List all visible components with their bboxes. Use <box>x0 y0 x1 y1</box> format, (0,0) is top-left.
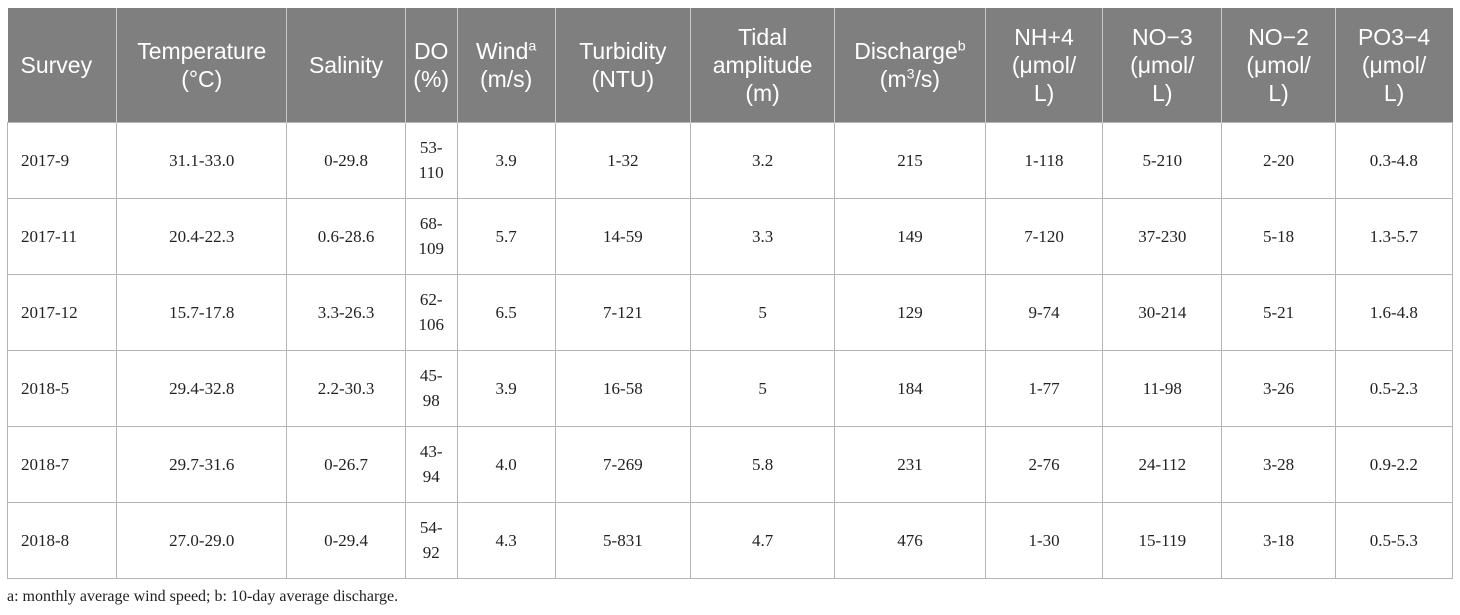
cell-discharge: 476 <box>833 501 986 579</box>
cell-survey: 2017-9 <box>6 121 118 199</box>
cell-survey: 2017-11 <box>6 197 118 275</box>
cell-po4: 0.9-2.2 <box>1334 425 1454 503</box>
cell-wind: 6.5 <box>456 273 556 351</box>
cell-wind: 3.9 <box>456 349 556 427</box>
cell-salinity: 0.6-28.6 <box>286 197 406 275</box>
cell-po4: 1.6-4.8 <box>1334 273 1454 351</box>
table-row: 2017-11 20.4-22.3 0.6-28.6 68- 109 5.7 14… <box>6 197 1454 275</box>
cell-no2: 3-26 <box>1221 349 1336 427</box>
cell-wind: 3.9 <box>456 121 556 199</box>
cell-salinity: 0-29.4 <box>286 501 406 579</box>
cell-tidal: 3.3 <box>690 197 835 275</box>
cell-nh4: 7-120 <box>984 197 1104 275</box>
cell-turbidity: 5-831 <box>554 501 692 579</box>
cell-no2: 5-21 <box>1221 273 1336 351</box>
header-temperature: Temperature (°C) <box>116 8 288 122</box>
table-row: 2017-12 15.7-17.8 3.3-26.3 62- 106 6.5 7-… <box>6 273 1454 351</box>
cell-no2: 2-20 <box>1221 121 1336 199</box>
table-row: 2018-8 27.0-29.0 0-29.4 54- 92 4.3 5-831 … <box>6 501 1454 579</box>
cell-turbidity: 14-59 <box>554 197 692 275</box>
header-tidal-amplitude: Tidal amplitude (m) <box>690 8 835 122</box>
cell-wind: 5.7 <box>456 197 556 275</box>
cell-turbidity: 1-32 <box>554 121 692 199</box>
header-survey: Survey <box>7 8 118 122</box>
cell-no3: 5-210 <box>1102 121 1223 199</box>
cell-tidal: 3.2 <box>690 121 835 199</box>
cell-no2: 5-18 <box>1221 197 1336 275</box>
cell-po4: 0.5-2.3 <box>1334 349 1454 427</box>
cell-no3: 15-119 <box>1102 501 1223 579</box>
cell-po4: 0.3-4.8 <box>1334 121 1454 199</box>
cell-temperature: 29.7-31.6 <box>116 425 288 503</box>
cell-survey: 2018-5 <box>6 349 118 427</box>
header-po4: PO3−4 (μmol/L) <box>1335 8 1453 122</box>
cell-temperature: 27.0-29.0 <box>116 501 288 579</box>
cell-tidal: 5.8 <box>690 425 835 503</box>
header-no3: NO−3 (μmol/L) <box>1102 8 1223 122</box>
cell-no3: 11-98 <box>1102 349 1223 427</box>
header-turbidity: Turbidity (NTU) <box>555 8 692 122</box>
cell-tidal: 5 <box>690 273 835 351</box>
header-row: Survey Temperature (°C) Salinity DO (%) Wi… <box>7 8 1453 122</box>
cell-survey: 2018-8 <box>6 501 118 579</box>
cell-discharge: 184 <box>833 349 986 427</box>
data-table: Survey Temperature (°C) Salinity DO (%) Wi… <box>6 8 1454 579</box>
cell-salinity: 3.3-26.3 <box>286 273 406 351</box>
cell-nh4: 1-30 <box>984 501 1104 579</box>
header-wind: Winda (m/s) <box>457 8 556 122</box>
cell-po4: 0.5-5.3 <box>1334 501 1454 579</box>
cell-no3: 30-214 <box>1102 273 1223 351</box>
cell-nh4: 1-77 <box>984 349 1104 427</box>
cell-discharge: 231 <box>833 425 986 503</box>
cell-temperature: 29.4-32.8 <box>116 349 288 427</box>
cell-turbidity: 7-269 <box>554 425 692 503</box>
cell-do: 68- 109 <box>404 197 458 275</box>
cell-wind: 4.3 <box>456 501 556 579</box>
table-row: 2018-7 29.7-31.6 0-26.7 43- 94 4.0 7-269 … <box>6 425 1454 503</box>
cell-wind: 4.0 <box>456 425 556 503</box>
table-row: 2017-9 31.1-33.0 0-29.8 53- 110 3.9 1-32 … <box>6 121 1454 199</box>
cell-do: 62- 106 <box>404 273 458 351</box>
cell-tidal: 5 <box>690 349 835 427</box>
cell-nh4: 1-118 <box>984 121 1104 199</box>
cell-discharge: 215 <box>833 121 986 199</box>
cell-survey: 2017-12 <box>6 273 118 351</box>
cell-po4: 1.3-5.7 <box>1334 197 1454 275</box>
cell-no3: 24-112 <box>1102 425 1223 503</box>
header-no2: NO−2 (μmol/L) <box>1221 8 1336 122</box>
cell-do: 43- 94 <box>404 425 458 503</box>
cell-temperature: 15.7-17.8 <box>116 273 288 351</box>
cell-temperature: 31.1-33.0 <box>116 121 288 199</box>
cell-turbidity: 7-121 <box>554 273 692 351</box>
cell-do: 53- 110 <box>404 121 458 199</box>
cell-no2: 3-28 <box>1221 425 1336 503</box>
cell-do: 45- 98 <box>404 349 458 427</box>
table-row: 2018-5 29.4-32.8 2.2-30.3 45- 98 3.9 16-5… <box>6 349 1454 427</box>
cell-no3: 37-230 <box>1102 197 1223 275</box>
cell-turbidity: 16-58 <box>554 349 692 427</box>
table-footnote: a: monthly average wind speed; b: 10-day… <box>7 588 399 605</box>
cell-salinity: 2.2-30.3 <box>286 349 406 427</box>
header-discharge: Dischargeb (m3/s) <box>834 8 986 122</box>
cell-salinity: 0-29.8 <box>286 121 406 199</box>
cell-tidal: 4.7 <box>690 501 835 579</box>
cell-discharge: 149 <box>833 197 986 275</box>
cell-temperature: 20.4-22.3 <box>116 197 288 275</box>
cell-survey: 2018-7 <box>6 425 118 503</box>
cell-nh4: 2-76 <box>984 425 1104 503</box>
header-salinity: Salinity <box>286 8 406 122</box>
header-do: DO (%) <box>405 8 458 122</box>
cell-salinity: 0-26.7 <box>286 425 406 503</box>
cell-do: 54- 92 <box>404 501 458 579</box>
cell-no2: 3-18 <box>1221 501 1336 579</box>
cell-nh4: 9-74 <box>984 273 1104 351</box>
header-nh4: NH+4 (μmol/L) <box>985 8 1104 122</box>
cell-discharge: 129 <box>833 273 986 351</box>
